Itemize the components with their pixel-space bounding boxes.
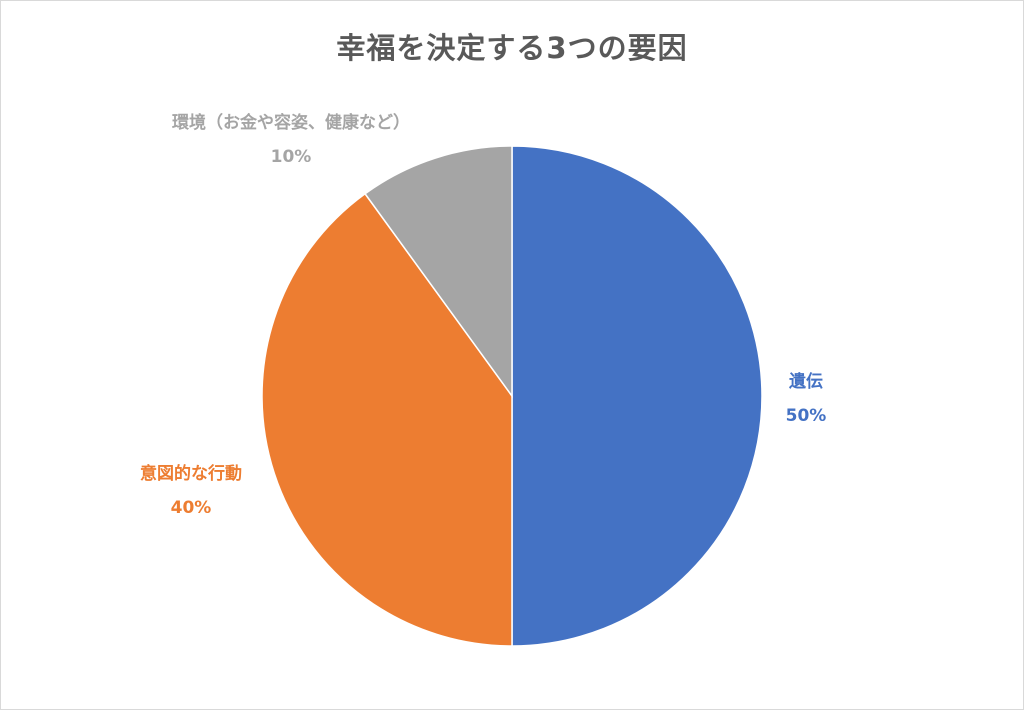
data-label-heredity-category: 遺伝	[789, 372, 823, 392]
data-label-intentional-activity: 意図的な行動 40%	[101, 457, 281, 525]
pie-slice-heredity	[511, 145, 763, 647]
data-label-heredity-value: 50%	[785, 406, 827, 426]
data-label-heredity: 遺伝 50%	[761, 365, 851, 433]
data-label-environment-value: 10%	[270, 147, 312, 167]
pie-slice-intentional-activity	[261, 192, 513, 647]
data-label-intentional-activity-category: 意図的な行動	[140, 464, 242, 484]
pie-slice-environment	[364, 145, 513, 399]
chart-title: 幸福を決定する3つの要因	[336, 31, 688, 65]
data-label-environment-category: 環境（お金や容姿、健康など）	[172, 113, 410, 133]
data-label-intentional-activity-value: 40%	[170, 498, 212, 518]
data-label-environment: 環境（お金や容姿、健康など） 10%	[111, 106, 471, 174]
